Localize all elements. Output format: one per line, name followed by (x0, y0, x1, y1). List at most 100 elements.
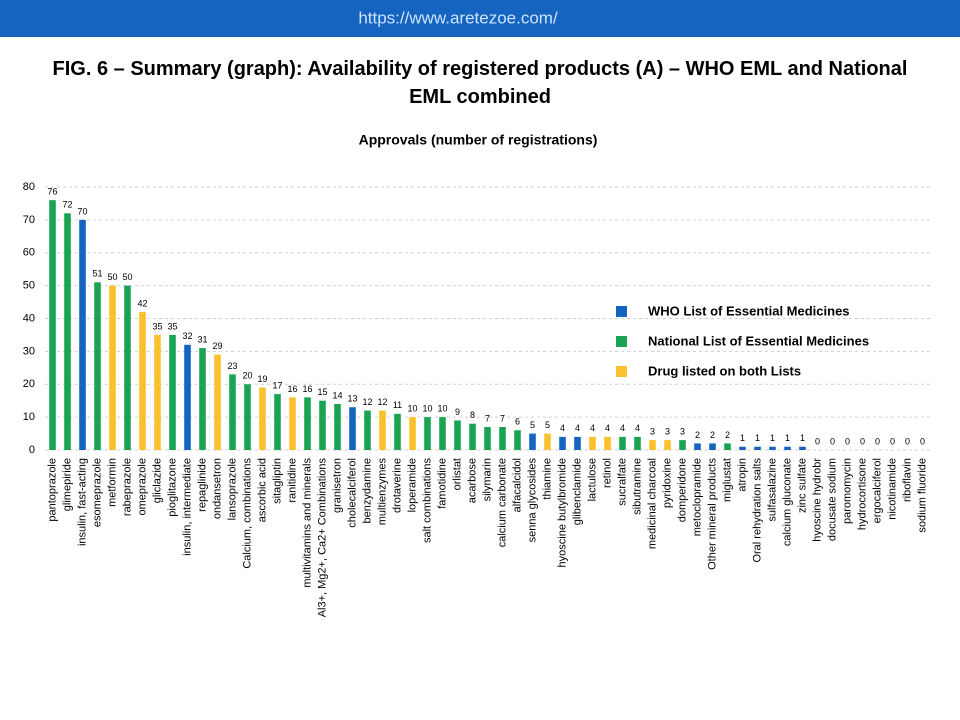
x-tick-label: sucralfate (616, 458, 628, 506)
value-label: 3 (665, 427, 670, 437)
value-label: 42 (137, 298, 147, 308)
value-label: 7 (500, 413, 505, 423)
value-label: 23 (227, 361, 237, 371)
bar (799, 446, 806, 450)
bar (64, 213, 71, 450)
bar (349, 407, 356, 450)
bar (769, 446, 776, 450)
x-tick-label: domperidone (676, 458, 688, 522)
y-tick-label: 70 (23, 214, 35, 226)
x-tick-label: silymarin (481, 458, 493, 501)
x-tick-label: benzydamine (361, 458, 373, 523)
x-tick-label: loperamide (406, 458, 418, 512)
value-label: 10 (437, 404, 447, 414)
bar (484, 426, 491, 450)
x-tick-label: ergocalciferol (871, 458, 883, 523)
value-label: 35 (152, 321, 162, 331)
x-tick-label: miglustat (721, 458, 733, 502)
x-tick-label: ondansetron (211, 458, 223, 519)
bar (244, 384, 251, 450)
bar (604, 436, 611, 450)
x-tick-label: orlistat (451, 458, 463, 490)
bar (469, 423, 476, 450)
x-tick-label: glimepiride (61, 458, 73, 511)
y-tick-label: 20 (23, 378, 35, 390)
y-tick-label: 10 (23, 411, 35, 423)
value-label: 5 (545, 420, 550, 430)
value-label: 10 (422, 404, 432, 414)
x-tick-label: sitagliptin (271, 458, 283, 504)
x-tick-label: nicotinamide (886, 458, 898, 520)
bar (334, 403, 341, 450)
chart-subtitle: Approvals (number of registrations) (359, 132, 598, 148)
bar (754, 446, 761, 450)
bar (529, 433, 536, 450)
value-label: 35 (167, 321, 177, 331)
bar (409, 417, 416, 450)
y-tick-label: 60 (23, 247, 35, 259)
value-label: 13 (347, 394, 357, 404)
value-label: 29 (212, 341, 222, 351)
title-box: FIG. 6 – Summary (graph): Availability o… (53, 58, 908, 108)
x-tick-label: senna glycosides (526, 458, 538, 543)
y-tick-label: 80 (23, 181, 35, 193)
bar (394, 413, 401, 450)
value-label: 12 (362, 397, 372, 407)
x-tick-label: docusate sodium (826, 458, 838, 541)
bar (259, 387, 266, 450)
bar (784, 446, 791, 450)
bar (634, 436, 641, 450)
x-tick-label: glibenclamide (571, 458, 583, 525)
bar (124, 285, 131, 450)
x-tick-label: sibutramine (631, 458, 643, 515)
value-label: 1 (785, 433, 790, 443)
x-tick-label: pioglitazone (166, 458, 178, 517)
x-tick-label: multivitamins and minerals (301, 458, 313, 588)
x-tick-label: calcium carbonate (496, 458, 508, 547)
bar (574, 436, 581, 450)
value-label: 4 (590, 423, 595, 433)
bar (304, 397, 311, 450)
bar (319, 400, 326, 450)
value-label: 2 (695, 430, 700, 440)
bar (109, 285, 116, 450)
x-tick-label: paromomycin (841, 458, 853, 524)
bar (364, 410, 371, 450)
x-tick-label: sulfasalazine (766, 458, 778, 522)
bar (514, 430, 521, 450)
x-tick-label: zinc sulfate (796, 458, 808, 513)
x-tick-label: Oral rehydration salts (751, 458, 763, 563)
url[interactable]: https://www.aretezoe.com/ (358, 8, 558, 27)
value-label: 0 (860, 436, 865, 446)
value-label: 2 (710, 430, 715, 440)
value-label: 50 (107, 272, 117, 282)
value-label: 8 (470, 410, 475, 420)
x-tick-label: multienzymes (376, 458, 388, 526)
bar (424, 417, 431, 450)
value-label: 5 (530, 420, 535, 430)
value-label: 3 (650, 427, 655, 437)
value-label: 1 (800, 433, 805, 443)
banner (0, 0, 960, 37)
bar (454, 420, 461, 450)
value-label: 4 (605, 423, 610, 433)
bar (724, 443, 731, 450)
value-label: 32 (182, 331, 192, 341)
value-label: 0 (815, 436, 820, 446)
x-tick-label: pantoprazole (46, 458, 58, 522)
value-label: 12 (377, 397, 387, 407)
x-tick-label: lactulose (586, 458, 598, 501)
x-tick-label: cholecalciferol (346, 458, 358, 528)
x-tick-label: acarbose (466, 458, 478, 503)
value-label: 6 (515, 417, 520, 427)
x-tick-label: lansoprazole (226, 458, 238, 520)
x-tick-label: atropin (736, 458, 748, 492)
bar (154, 334, 161, 450)
x-tick-label: salt combinations (421, 458, 433, 543)
value-label: 20 (242, 371, 252, 381)
bar (184, 344, 191, 450)
bar (274, 394, 281, 450)
value-label: 16 (287, 384, 297, 394)
legend-label: Drug listed on both Lists (648, 363, 801, 378)
bar (664, 440, 671, 450)
